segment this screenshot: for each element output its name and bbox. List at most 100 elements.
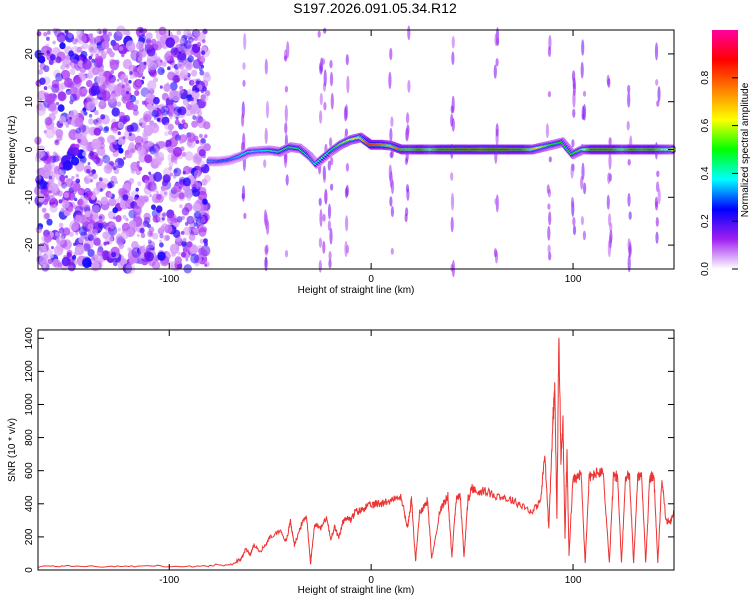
noise-speckle	[118, 147, 124, 154]
colorbar-tick-label: 0.6	[700, 118, 711, 132]
noise-speckle	[121, 84, 125, 89]
noise-speckle	[39, 62, 46, 70]
noise-streak	[627, 84, 631, 94]
noise-speckle	[188, 233, 196, 241]
noise-streak	[494, 33, 498, 46]
noise-speckle	[128, 178, 135, 184]
noise-streak	[390, 206, 394, 218]
noise-speckle	[80, 110, 84, 114]
noise-streak	[285, 174, 289, 186]
x-tick-label: 100	[565, 274, 582, 285]
noise-speckle	[191, 69, 198, 77]
noise-streak	[609, 222, 613, 232]
noise-speckle	[99, 188, 103, 192]
noise-speckle	[200, 218, 205, 223]
noise-streak	[329, 59, 333, 69]
noise-speckle	[43, 65, 50, 73]
noise-speckle	[203, 143, 211, 152]
noise-speckle	[90, 194, 96, 201]
noise-speckle	[72, 147, 80, 156]
noise-speckle	[48, 175, 53, 180]
noise-speckle	[183, 123, 188, 128]
noise-speckle	[164, 131, 169, 137]
noise-speckle	[193, 227, 200, 235]
noise-speckle	[113, 166, 117, 171]
noise-speckle	[57, 91, 67, 102]
noise-speckle	[99, 215, 103, 220]
noise-speckle	[65, 124, 69, 128]
noise-speckle	[55, 140, 59, 144]
noise-speckle	[174, 160, 178, 165]
snr-x-ticks: -100 0 100	[159, 330, 582, 586]
noise-streak	[404, 213, 408, 223]
noise-speckle	[92, 66, 100, 76]
noise-speckle	[186, 30, 192, 37]
noise-streak	[243, 212, 247, 219]
noise-speckle	[156, 117, 161, 122]
noise-speckle	[71, 175, 75, 180]
noise-speckle	[83, 204, 91, 212]
noise-speckle	[117, 139, 123, 145]
noise-speckle	[114, 180, 118, 184]
noise-speckle	[115, 198, 120, 204]
y-tick-label: 1200	[24, 360, 35, 383]
noise-streak	[389, 196, 393, 207]
noise-speckle	[46, 50, 50, 54]
noise-speckle	[37, 69, 44, 75]
noise-speckle	[144, 39, 154, 50]
noise-speckle	[192, 202, 201, 212]
noise-streak	[346, 75, 350, 94]
noise-speckle	[109, 51, 115, 58]
noise-speckle	[176, 263, 183, 270]
noise-speckle	[46, 183, 50, 188]
noise-streak	[608, 235, 613, 249]
y-tick-label: 800	[24, 429, 35, 446]
noise-speckle	[39, 254, 49, 266]
noise-speckle	[86, 94, 94, 103]
noise-speckle	[116, 78, 120, 82]
noise-speckle	[168, 191, 179, 203]
snr-y-ticks: 0 200 400 600 800 1000 1200 1400	[24, 327, 674, 573]
noise-speckle	[170, 52, 175, 57]
noise-streak	[345, 54, 349, 66]
noise-speckle	[142, 28, 148, 34]
noise-speckle	[183, 75, 189, 81]
noise-speckle	[74, 205, 84, 216]
noise-speckle	[62, 227, 71, 236]
noise-streak	[580, 216, 585, 226]
noise-speckle	[73, 251, 78, 256]
noise-speckle	[125, 82, 129, 87]
noise-speckle	[103, 163, 113, 174]
noise-speckle	[105, 96, 110, 102]
noise-speckle	[75, 173, 80, 178]
snr-line-group	[37, 337, 675, 568]
noise-speckle	[177, 46, 183, 52]
noise-streak	[547, 244, 551, 254]
noise-speckle	[90, 53, 94, 57]
noise-speckle	[175, 116, 179, 120]
noise-speckle	[153, 40, 163, 51]
noise-streak	[493, 248, 498, 258]
noise-speckle	[159, 239, 163, 243]
noise-speckle	[77, 60, 84, 68]
noise-speckle	[55, 155, 61, 162]
noise-speckle	[82, 59, 92, 70]
noise-speckle	[193, 29, 201, 37]
noise-speckle	[162, 212, 167, 217]
noise-speckle	[108, 85, 114, 91]
noise-speckle	[184, 151, 194, 161]
noise-speckle	[99, 86, 105, 93]
noise-speckle	[83, 165, 92, 174]
noise-speckle	[169, 116, 173, 120]
noise-streak	[322, 213, 326, 222]
noise-speckle	[89, 150, 95, 157]
noise-speckle	[186, 132, 196, 143]
noise-speckle	[169, 81, 178, 91]
noise-speckle	[126, 228, 135, 237]
noise-streak	[264, 127, 268, 144]
noise-speckle	[121, 201, 129, 210]
noise-speckle	[101, 250, 111, 261]
noise-speckle	[66, 155, 71, 160]
noise-speckle	[118, 111, 125, 119]
noise-streak	[608, 137, 612, 147]
